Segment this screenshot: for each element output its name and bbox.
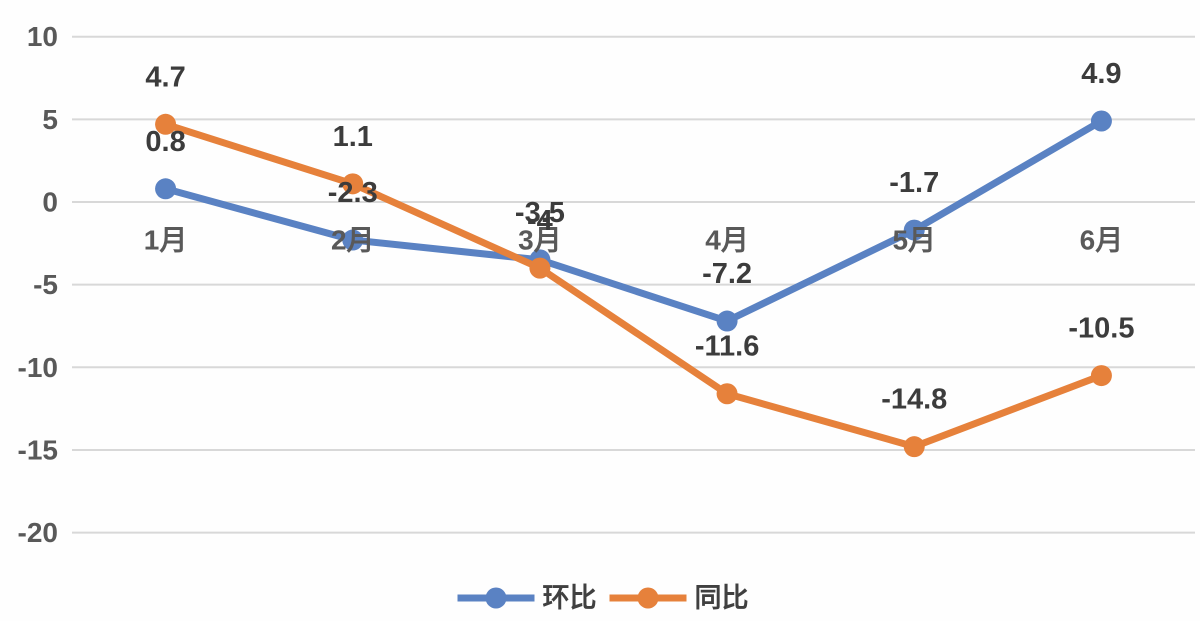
x-axis-label: 1月 [144,225,188,256]
data-point-marker-yoy [529,257,551,279]
gridlines [72,35,1195,534]
series-yoy [155,113,1112,458]
legend: 环比 同比 [457,583,749,613]
data-label-yoy: -10.5 [1068,313,1134,345]
data-label-mom: -2.3 [328,177,378,209]
y-tick-label: 5 [42,104,58,135]
x-axis-label: 3月 [518,225,562,256]
legend-label-yoy: 同比 [695,583,749,613]
data-point-marker-yoy [1090,365,1112,387]
series-group [155,110,1112,458]
series-line-mom [162,117,1105,325]
data-point-marker-mom [903,219,925,241]
y-axis-tick-labels: 10 5 0 -5 -10 -15 -20 [18,21,58,548]
data-point-marker-yoy [716,383,738,405]
data-point-marker-yoy [342,173,364,195]
data-label-mom: 0.8 [145,126,185,158]
y-tick-label: -20 [18,517,58,548]
y-tick-label: -5 [33,269,58,300]
series-line-yoy [162,120,1105,451]
legend-label-mom: 环比 [543,583,597,613]
data-point-marker-mom [1090,110,1112,132]
data-point-marker-mom [716,310,738,332]
data-label-yoy: -14.8 [881,384,947,416]
y-tick-label: -10 [18,352,58,383]
legend-marker-yoy [637,587,659,609]
data-label-yoy: -4 [527,205,553,237]
data-label-mom: -7.2 [702,258,752,290]
y-tick-label: 0 [42,187,58,218]
data-label-yoy: 4.7 [145,61,185,93]
x-axis-labels: 1月 2月 3月 4月 5月 6月 [144,225,1123,256]
legend-item-mom: 环比 [457,583,597,613]
data-label-yoy: -11.6 [695,331,760,363]
data-point-marker-mom [155,178,177,200]
data-label-mom: -3.5 [515,197,565,229]
data-label-mom: 4.9 [1081,58,1121,90]
data-point-marker-yoy [903,436,925,458]
x-axis-label: 4月 [705,225,749,256]
legend-item-yoy: 同比 [609,583,749,613]
x-axis-label: 6月 [1080,225,1124,256]
legend-marker-mom [485,587,507,609]
series-mom [155,110,1112,332]
data-label-yoy: 1.1 [333,121,373,153]
y-tick-label: 10 [27,21,58,52]
data-point-marker-yoy [155,113,177,135]
x-axis-label: 2月 [331,225,375,256]
data-labels: 0.8 -2.3 -3.5 -7.2 -1.7 4.9 4.7 1.1 -4 -11.6 -14.8… [145,58,1134,416]
y-tick-label: -15 [18,434,58,465]
data-label-mom: -1.7 [889,167,939,199]
data-point-marker-mom [342,229,364,251]
x-axis-label: 5月 [892,225,936,256]
